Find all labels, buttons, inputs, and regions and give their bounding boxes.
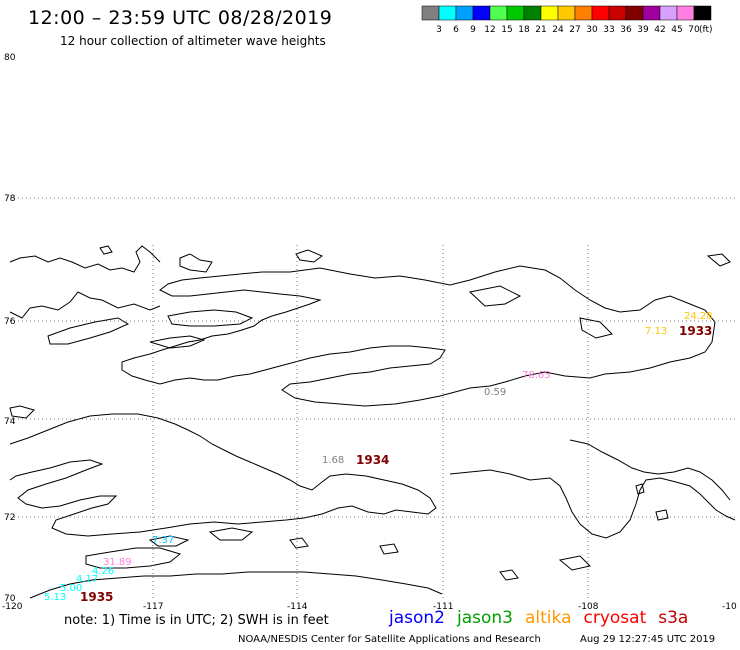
lon-label-117: -117 [143, 602, 163, 612]
island-south-1 [85, 547, 182, 569]
lat-label-70: 70 [4, 594, 16, 604]
island-small-2 [99, 245, 113, 255]
satellite-name: s3a [658, 608, 689, 628]
legend-tick-label: 12 [484, 25, 495, 35]
legend-tick-label: 21 [535, 25, 546, 35]
track-label: 1934 [356, 453, 389, 467]
legend-tick-label: 42 [654, 25, 665, 35]
legend-swatch [693, 5, 712, 21]
axis-labels: 80 78 76 74 72 70 -120 -117 -114 -111 -1… [2, 53, 737, 612]
lat-label-74: 74 [4, 417, 16, 427]
island-south-2 [148, 535, 190, 547]
legend-tick-label: 15 [501, 25, 512, 35]
island-west-2 [9, 405, 35, 419]
satellite-legend: jason2 jason3 altika cryosat s3a [389, 608, 700, 628]
island-sw-1 [208, 527, 254, 541]
coastline-inlet-4 [579, 317, 613, 339]
credit-line: NOAA/NESDIS Center for Satellite Applica… [238, 634, 541, 645]
lon-label-111: -111 [433, 602, 453, 612]
coastline-east-peninsula [569, 439, 731, 501]
footer-note: note: 1) Time is in UTC; 2) SWH is in fe… [64, 613, 329, 628]
coastline-north-island [121, 265, 716, 407]
observation-labels: 24.28 7.13 78.65 0.59 1.68 7.37 31.89 4.… [44, 311, 713, 603]
legend-tick-label: 30 [586, 25, 598, 35]
coastline-inlet-2 [149, 335, 206, 349]
island-sw-2 [289, 537, 309, 549]
legend-tick-label: 6 [453, 25, 459, 35]
lat-label-76: 76 [4, 317, 16, 327]
generated-timestamp: Aug 29 12:27:45 UTC 2019 [580, 634, 716, 645]
legend-tick-label: 45 [671, 25, 682, 35]
graticule [10, 197, 735, 600]
coastline-north-2 [9, 291, 161, 319]
legend-tick-label: 18 [518, 25, 530, 35]
lon-label-114: -114 [287, 602, 308, 612]
coastline-mainland-east [449, 469, 736, 539]
legend-tick-label: 27 [569, 25, 580, 35]
legend-tick-label: 39 [637, 25, 649, 35]
island-west-1 [47, 317, 130, 345]
coastline-inlet-3 [468, 285, 522, 307]
satellite-name: cryosat [583, 608, 647, 628]
lon-label-108: -108 [578, 602, 599, 612]
obs-label: 0.59 [484, 387, 506, 398]
map-subtitle: 12 hour collection of altimeter wave hei… [60, 34, 326, 48]
island-s-3 [379, 543, 399, 555]
island-e-2 [655, 509, 669, 521]
track-label: 1933 [679, 324, 712, 338]
obs-label: 31.89 [103, 557, 132, 568]
coastline-inlet-1 [167, 309, 254, 327]
lat-label-72: 72 [4, 513, 15, 523]
obs-label: 1.68 [322, 455, 344, 466]
track-label: 1935 [80, 590, 113, 604]
wave-height-legend: 3 6 9 12 15 18 21 24 27 30 33 36 39 42 45 70 (ft) [421, 5, 713, 35]
legend-tick-label: 70 [688, 25, 700, 35]
coastline-mainland-west [9, 413, 437, 537]
obs-label: 78.65 [522, 370, 551, 381]
island-se-2 [558, 555, 591, 571]
obs-label: 4.17 [76, 574, 98, 585]
obs-label: 5.13 [44, 592, 66, 603]
coastline-layer [9, 245, 736, 599]
island-e-1 [635, 483, 645, 495]
obs-label: 24.28 [684, 311, 713, 322]
satellite-name: jason3 [457, 608, 513, 628]
satellite-name: jason2 [389, 608, 445, 628]
coastline-north-1 [9, 245, 161, 273]
obs-label: 7.13 [645, 326, 667, 337]
island-nw [179, 253, 213, 273]
obs-label: 4.26 [92, 566, 114, 577]
legend-tick-label: 3 [436, 25, 442, 35]
legend-tick-label: 36 [620, 25, 632, 35]
satellite-name: altika [525, 608, 572, 628]
legend-unit-label: (ft) [699, 25, 713, 35]
legend-tick-label: 9 [470, 25, 476, 35]
lon-label-120: -120 [2, 602, 23, 612]
legend-tick-label: 24 [552, 25, 564, 35]
lon-label-105: -10 [722, 602, 737, 612]
track-labels: 1933 1934 1935 [80, 324, 712, 604]
obs-label: 5.00 [60, 583, 82, 594]
legend-tick-label: 33 [603, 25, 614, 35]
island-far-east [706, 253, 731, 267]
lat-label-80: 80 [4, 53, 16, 63]
obs-label: 7.37 [152, 535, 174, 546]
map-title: 12:00 – 23:59 UTC 08/28/2019 [28, 7, 333, 29]
island-small-1 [295, 249, 323, 263]
lat-label-78: 78 [4, 194, 16, 204]
coastline-south-land [29, 571, 443, 599]
island-se-1 [499, 569, 519, 581]
